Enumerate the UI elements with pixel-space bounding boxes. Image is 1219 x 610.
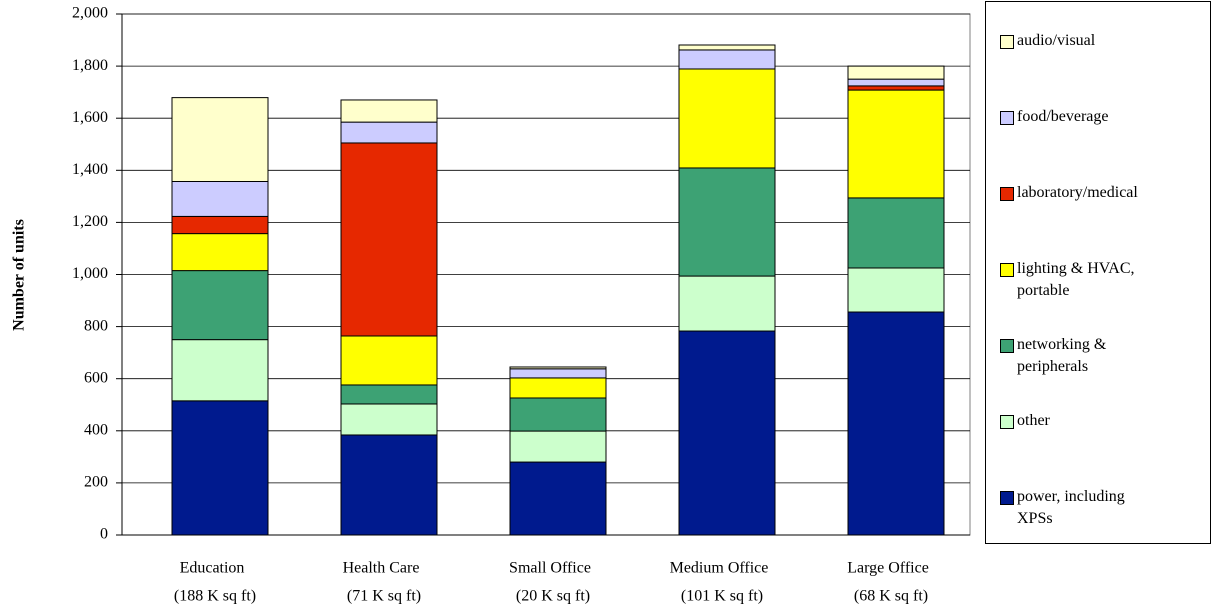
- bar-segment: [171, 97, 269, 183]
- legend-entry: lighting & HVAC, portable: [1000, 258, 1162, 302]
- legend-label: audio/visual: [1017, 32, 1096, 49]
- bar-segment: [171, 270, 269, 341]
- x-tick-label: Education: [180, 560, 245, 577]
- bar-segment: [340, 384, 438, 405]
- x-tick-label: (68 K sq ft): [854, 588, 928, 605]
- y-tick-label: 800: [84, 317, 108, 334]
- x-tick-label: Health Care: [343, 560, 420, 577]
- bar-segment: [847, 78, 945, 87]
- x-tick-label: (101 K sq ft): [681, 588, 763, 605]
- bar-segment: [509, 430, 607, 463]
- legend-label: other: [1017, 412, 1050, 429]
- x-tick-label: Small Office: [509, 560, 591, 577]
- y-tick-label: 1,000: [72, 265, 108, 282]
- bar-segment: [509, 397, 607, 432]
- legend: audio/visual food/beverage laboratory/medi…: [985, 1, 1211, 544]
- x-tick-label: Large Office: [847, 560, 929, 577]
- bar-segment: [847, 85, 945, 91]
- bar-segment: [171, 400, 269, 536]
- legend-entry: food/beverage: [1000, 106, 1162, 128]
- y-tick-label: 1,800: [72, 57, 108, 74]
- y-tick-label: 200: [84, 474, 108, 491]
- bar-segment: [847, 89, 945, 199]
- bar-segment: [509, 368, 607, 379]
- bar-segment: [678, 167, 776, 277]
- legend-entry: audio/visual: [1000, 30, 1162, 52]
- legend-swatch: [1000, 187, 1014, 201]
- legend-label: power, including XPSs: [1017, 488, 1125, 527]
- legend-swatch: [1000, 339, 1014, 353]
- legend-entry: laboratory/medical: [1000, 182, 1162, 204]
- bar-segment: [678, 275, 776, 332]
- bar-segment: [678, 49, 776, 70]
- bar-segment: [340, 142, 438, 337]
- bar-segment: [171, 339, 269, 402]
- y-axis-title: Number of units: [11, 219, 28, 331]
- legend-swatch: [1000, 491, 1014, 505]
- bar-segment: [340, 403, 438, 436]
- legend-label: laboratory/medical: [1017, 184, 1138, 201]
- bar-segment: [847, 197, 945, 269]
- bar-segment: [340, 335, 438, 386]
- legend-swatch: [1000, 35, 1014, 49]
- legend-label: food/beverage: [1017, 108, 1109, 125]
- legend-entry: other: [1000, 410, 1162, 432]
- x-tick-label: (20 K sq ft): [516, 588, 590, 605]
- bar-segment: [171, 181, 269, 217]
- legend-label: networking & peripherals: [1017, 336, 1107, 375]
- legend-label: lighting & HVAC, portable: [1017, 260, 1135, 299]
- y-tick-label: 0: [100, 526, 108, 543]
- bar-segment: [847, 311, 945, 536]
- bar-segment: [509, 366, 607, 370]
- bar-segment: [847, 65, 945, 80]
- bar-segment: [509, 461, 607, 536]
- x-tick-label: Medium Office: [670, 560, 769, 577]
- bar-segment: [678, 44, 776, 51]
- bar-segment: [678, 68, 776, 169]
- legend-swatch: [1000, 415, 1014, 429]
- legend-entry: power, including XPSs: [1000, 486, 1162, 530]
- legend-swatch: [1000, 263, 1014, 277]
- bar-segment: [847, 267, 945, 313]
- y-tick-label: 400: [84, 421, 108, 438]
- y-tick-label: 1,200: [72, 213, 108, 230]
- x-tick-label: (71 K sq ft): [347, 588, 421, 605]
- bar-segment: [340, 99, 438, 123]
- y-tick-label: 600: [84, 369, 108, 386]
- y-tick-label: 1,400: [72, 161, 108, 178]
- x-tick-label: (188 K sq ft): [174, 588, 256, 605]
- y-tick-label: 1,600: [72, 109, 108, 126]
- bar-segment: [340, 434, 438, 536]
- bar-segment: [678, 330, 776, 536]
- legend-entry: networking & peripherals: [1000, 334, 1162, 378]
- bar-segment: [340, 121, 438, 144]
- bar-segment: [171, 233, 269, 272]
- y-tick-label: 2,000: [72, 5, 108, 22]
- legend-swatch: [1000, 111, 1014, 125]
- bar-segment: [509, 377, 607, 399]
- bar-segment: [171, 215, 269, 235]
